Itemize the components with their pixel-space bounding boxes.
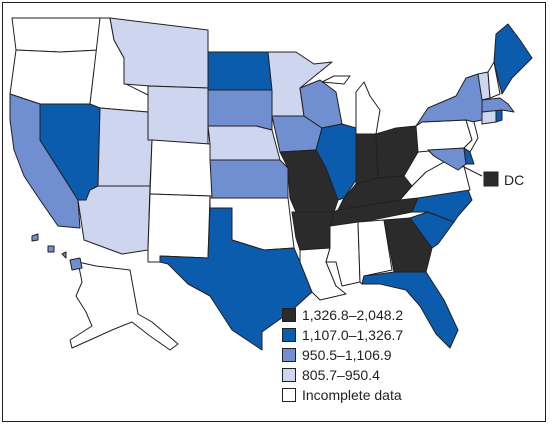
state-GA	[383, 217, 433, 273]
state-HI	[31, 233, 83, 271]
state-CO	[149, 139, 213, 197]
state-IN	[355, 133, 379, 185]
legend-label: 805.7–950.4	[302, 367, 380, 383]
state-ND	[207, 51, 273, 91]
legend-item: 950.5–1,106.9	[282, 347, 403, 363]
legend-swatch	[282, 348, 296, 362]
legend-swatch	[282, 308, 296, 322]
legend-label: 950.5–1,106.9	[302, 347, 392, 363]
legend-label: 1,326.8–2,048.2	[302, 307, 404, 323]
legend-item: 805.7–950.4	[282, 367, 403, 383]
state-AZ	[77, 185, 151, 255]
state-AK	[69, 261, 179, 351]
state-KS	[209, 159, 289, 199]
state-ME	[493, 23, 533, 95]
state-OR	[9, 49, 101, 105]
state-TX	[159, 207, 313, 351]
legend-item: 1,107.0–1,326.7	[282, 327, 403, 343]
state-SC	[409, 211, 455, 249]
state-NE	[207, 125, 281, 161]
state-SD	[207, 89, 273, 131]
state-UT	[97, 107, 153, 187]
state-WY	[147, 85, 209, 145]
dc-label: DC	[504, 172, 524, 188]
legend-item: Incomplete data	[282, 387, 403, 403]
dc-leader-line	[461, 165, 483, 177]
state-RI	[495, 109, 503, 123]
legend-swatch	[282, 328, 296, 342]
legend-label: 1,107.0–1,326.7	[302, 327, 404, 343]
states-layer: DC	[9, 17, 533, 351]
legend-label: Incomplete data	[302, 387, 402, 403]
state-NY	[415, 73, 485, 127]
state-FL	[361, 271, 459, 349]
state-DE	[463, 147, 475, 165]
state-PA	[415, 119, 473, 153]
state-NH	[487, 61, 501, 99]
state-WA	[11, 17, 101, 53]
state-MT	[109, 17, 209, 89]
state-MA	[481, 97, 515, 113]
dc-swatch	[483, 171, 499, 187]
state-AR	[291, 211, 335, 251]
legend-item: 1,326.8–2,048.2	[282, 307, 403, 323]
legend-swatch	[282, 388, 296, 402]
legend-swatch	[282, 368, 296, 382]
legend: 1,326.8–2,048.2 1,107.0–1,326.7 950.5–1,10…	[282, 307, 403, 403]
state-NM	[147, 193, 211, 263]
